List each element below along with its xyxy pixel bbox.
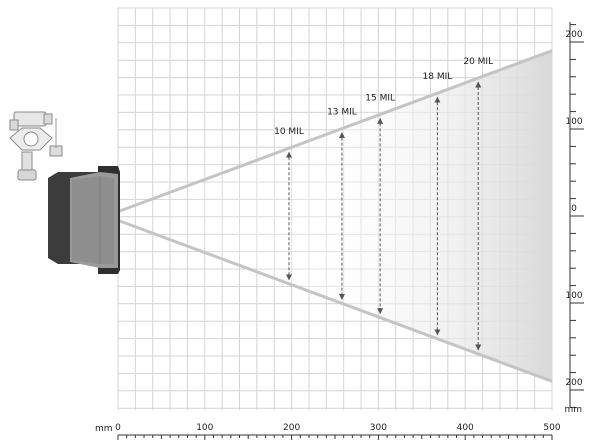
y-axis-tick-label: 200: [565, 30, 582, 40]
x-axis-tick-label: 200: [283, 423, 300, 433]
scanner-icon: [48, 166, 120, 274]
resolution-marker: 20 MIL: [463, 57, 493, 351]
x-axis-tick-label: 0: [115, 423, 121, 433]
resolution-marker: 10 MIL: [274, 127, 304, 281]
resolution-label: 10 MIL: [274, 127, 304, 137]
x-axis-unit: mm: [95, 424, 113, 434]
mounting-bracket-icon: [9, 111, 63, 181]
resolution-label: 15 MIL: [365, 93, 395, 103]
y-axis: 200 100 0 100 200: [565, 22, 584, 408]
resolution-markers: 10 MIL 13 MIL 15 MIL 18 MIL 20 MIL: [274, 57, 493, 351]
y-axis-tick-label: 100: [565, 117, 582, 127]
y-axis-tick-label: 200: [565, 378, 582, 388]
field-of-view-fill: [118, 50, 552, 382]
resolution-marker: 15 MIL: [365, 93, 395, 315]
y-axis-tick-label: 0: [571, 204, 577, 214]
field-upper-edge: [117, 49, 553, 214]
resolution-marker: 13 MIL: [327, 108, 357, 301]
x-axis-tick-label: 100: [196, 423, 213, 433]
x-axis-tick-label: 400: [457, 423, 474, 433]
field-lower-edge: [117, 218, 553, 383]
x-axis: 0 100 200 300 400 500: [115, 423, 561, 440]
resolution-label: 18 MIL: [423, 72, 453, 82]
resolution-label: 20 MIL: [463, 57, 493, 67]
y-axis-unit: mm: [564, 405, 582, 415]
resolution-marker: 18 MIL: [423, 72, 453, 336]
x-axis-tick-label: 300: [370, 423, 387, 433]
resolution-label: 13 MIL: [327, 108, 357, 118]
y-axis-tick-label: 100: [565, 291, 582, 301]
x-axis-tick-label: 500: [543, 423, 560, 433]
